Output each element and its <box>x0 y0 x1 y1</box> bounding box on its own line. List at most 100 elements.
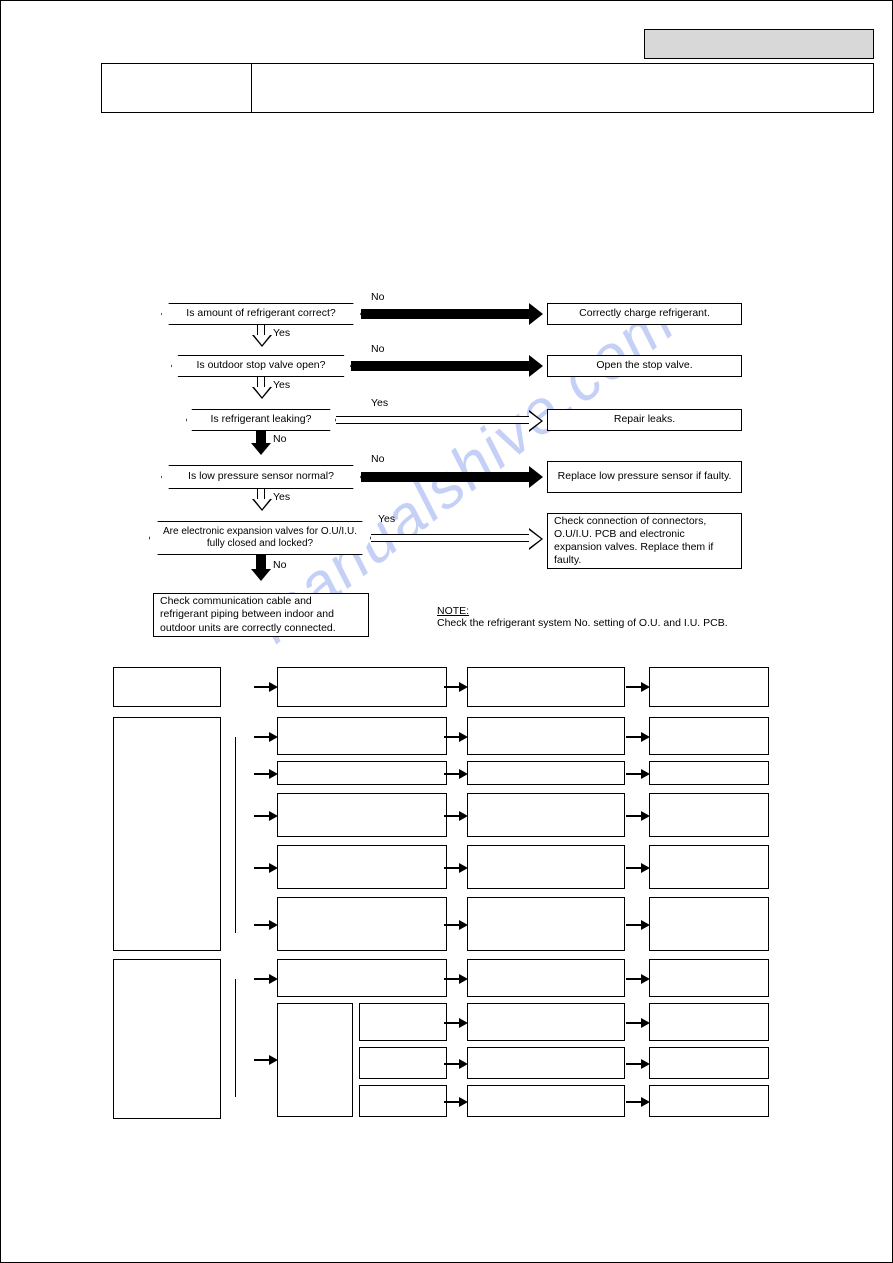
arrow-right-icon <box>459 974 468 984</box>
action-label: Repair leaks. <box>614 413 675 426</box>
grid-box <box>467 959 625 997</box>
arrow-right-icon <box>641 920 650 930</box>
grid-box <box>467 1003 625 1041</box>
decision-label: Is amount of refrigerant correct? <box>186 307 335 320</box>
arrow-right-black <box>361 472 531 482</box>
action-label: Open the stop valve. <box>596 359 692 372</box>
grid-box <box>649 1003 769 1041</box>
connector-line <box>235 737 236 933</box>
grid-box <box>467 667 625 707</box>
arrow-right-icon <box>459 682 468 692</box>
arrow-right-white <box>336 416 531 424</box>
arrow-right-icon <box>269 811 278 821</box>
arrow-right-icon <box>459 732 468 742</box>
grid-box <box>467 717 625 755</box>
arrow-right-icon <box>269 863 278 873</box>
arrow-down-black <box>256 431 266 445</box>
arrow-right-icon <box>269 920 278 930</box>
grid-box <box>467 845 625 889</box>
grid-box <box>649 793 769 837</box>
action-label: Replace low pressure sensor if faulty. <box>558 470 732 483</box>
grid-box <box>277 717 447 755</box>
note-block: NOTE: Check the refrigerant system No. s… <box>437 605 728 629</box>
branch-label-no: No <box>371 291 384 303</box>
grid-box <box>467 761 625 785</box>
arrow-right-icon <box>459 863 468 873</box>
decision-refrigerant-leaking: Is refrigerant leaking? <box>186 409 336 431</box>
arrow-right-black <box>361 309 531 319</box>
action-label: Correctly charge refrigerant. <box>579 307 710 320</box>
decision-label: Is refrigerant leaking? <box>211 413 312 426</box>
arrow-right-icon <box>269 1055 278 1065</box>
branch-label-no: No <box>273 559 286 571</box>
grid-box <box>359 1085 447 1117</box>
branch-label-yes: Yes <box>378 513 395 525</box>
branch-label-no: No <box>371 343 384 355</box>
decision-label: Are electronic expansion valves for O.U/… <box>156 526 364 551</box>
grid-box <box>467 1085 625 1117</box>
arrow-down-black <box>256 555 266 571</box>
arrow-right-icon <box>269 974 278 984</box>
grid-box <box>359 1047 447 1079</box>
grid-box <box>649 959 769 997</box>
header-gray-label-box <box>644 29 874 59</box>
branch-label-yes: Yes <box>371 397 388 409</box>
action-charge-refrigerant: Correctly charge refrigerant. <box>547 303 742 325</box>
branch-label-yes: Yes <box>273 491 290 503</box>
arrow-right-icon <box>641 1059 650 1069</box>
grid-box <box>359 1003 447 1041</box>
grid-box <box>277 959 447 997</box>
branch-label-yes: Yes <box>273 379 290 391</box>
decision-label: Is outdoor stop valve open? <box>196 359 325 372</box>
title-text-cell <box>252 64 873 112</box>
grid-box <box>277 761 447 785</box>
grid-box <box>649 1085 769 1117</box>
branch-label-no: No <box>273 433 286 445</box>
arrow-right-white <box>371 534 531 542</box>
arrow-right-icon <box>641 1018 650 1028</box>
arrow-right-icon <box>641 811 650 821</box>
grid-box-tall <box>113 959 221 1119</box>
grid-box <box>113 667 221 707</box>
arrow-right-icon <box>641 682 650 692</box>
grid-box <box>467 1047 625 1079</box>
grid-box <box>649 761 769 785</box>
decision-label: Is low pressure sensor normal? <box>188 470 334 483</box>
branch-label-yes: Yes <box>273 327 290 339</box>
arrow-right-icon <box>459 1018 468 1028</box>
arrow-right-black <box>351 361 531 371</box>
grid-box-tall <box>113 717 221 951</box>
grid-box <box>649 845 769 889</box>
title-code-cell <box>102 64 252 112</box>
terminal-check-cable: Check communication cable and refrigeran… <box>153 593 369 637</box>
arrow-right-icon <box>269 682 278 692</box>
arrow-down-white <box>257 325 265 337</box>
terminal-label: Check communication cable and refrigeran… <box>160 595 362 634</box>
arrow-right-icon <box>641 769 650 779</box>
grid-box <box>277 793 447 837</box>
action-check-connectors: Check connection of connectors, O.U/I.U.… <box>547 513 742 569</box>
arrow-down-white <box>257 377 265 389</box>
decision-low-pressure-sensor: Is low pressure sensor normal? <box>161 465 361 489</box>
grid-box <box>277 845 447 889</box>
arrow-down-white <box>257 489 265 501</box>
arrow-right-icon <box>459 811 468 821</box>
arrow-right-icon <box>459 1059 468 1069</box>
arrow-right-icon <box>459 920 468 930</box>
page: manualshive.com Is amount of refrigerant… <box>0 0 893 1263</box>
arrow-right-icon <box>269 769 278 779</box>
decision-stop-valve: Is outdoor stop valve open? <box>171 355 351 377</box>
action-open-stop-valve: Open the stop valve. <box>547 355 742 377</box>
arrow-right-icon <box>459 1097 468 1107</box>
arrow-right-icon <box>641 974 650 984</box>
arrow-right-icon <box>269 732 278 742</box>
grid-box-nested <box>277 1003 353 1117</box>
arrow-right-icon <box>459 769 468 779</box>
action-label: Check connection of connectors, O.U/I.U.… <box>554 515 735 568</box>
arrow-right-icon <box>641 732 650 742</box>
grid-box <box>277 667 447 707</box>
flowchart: Is amount of refrigerant correct? No Cor… <box>161 291 861 651</box>
decision-refrigerant-amount: Is amount of refrigerant correct? <box>161 303 361 325</box>
branch-label-no: No <box>371 453 384 465</box>
grid-box <box>649 897 769 951</box>
